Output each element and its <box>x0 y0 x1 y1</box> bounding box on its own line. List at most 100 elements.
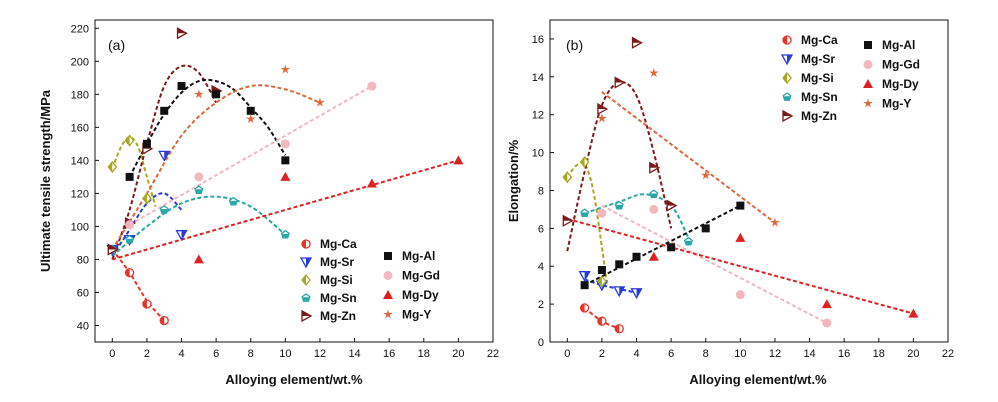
x-tick-label: 16 <box>383 348 395 360</box>
fit-line-mg-gd <box>129 85 373 226</box>
legend-marker-mg-y <box>383 309 393 319</box>
data-point-mg-ca <box>159 315 169 326</box>
fit-lines-b <box>566 81 914 330</box>
fit-line-mg-ca <box>111 248 165 322</box>
legend-item-mg-gd: Mg-Gd <box>383 269 440 283</box>
data-point-mg-al <box>125 172 134 181</box>
data-point-mg-gd <box>649 204 659 214</box>
x-tick-label: 6 <box>668 348 674 360</box>
data-point-mg-al <box>632 252 641 261</box>
legend-marker-mg-si <box>782 71 792 85</box>
legend-label: Mg-Ca <box>801 33 838 47</box>
legend-label: Mg-Sr <box>320 255 354 269</box>
y-tick-label: 160 <box>71 122 89 134</box>
data-point-mg-y <box>770 217 780 227</box>
legend-label: Mg-Al <box>402 249 435 263</box>
y-axis-label-a: Ultimate tensile strength/MPa <box>38 89 53 272</box>
data-point-mg-al <box>281 156 290 165</box>
data-point-mg-y <box>597 113 607 123</box>
y-tick-label: 16 <box>532 34 544 46</box>
data-point-mg-sn <box>649 189 659 199</box>
legend-item-mg-sn: Mg-Sn <box>301 291 357 305</box>
fit-line-mg-gd <box>601 204 828 324</box>
data-point-mg-zn <box>562 214 574 227</box>
legend-label: Mg-Ca <box>320 237 357 251</box>
data-point-mg-y <box>649 68 659 78</box>
x-tick-label: 10 <box>279 348 291 360</box>
axis-ticks-a: 0 2 4 6 8 10 12 14 16 18 20 22 40 60 80 100 120 140 160 180… <box>71 23 499 360</box>
x-axis-label-a: Alloying element/wt.% <box>225 372 363 387</box>
plot-frame-b <box>549 19 949 343</box>
data-point-mg-zn <box>631 36 643 49</box>
data-point-mg-al <box>142 139 151 148</box>
data-point-mg-al <box>701 224 710 233</box>
data-point-mg-al <box>580 281 589 290</box>
fit-line-mg-sr <box>111 192 183 257</box>
legend-item-mg-si: Mg-Si <box>301 273 353 287</box>
x-tick-label: 12 <box>769 348 781 360</box>
data-point-mg-sr <box>158 150 171 162</box>
data-point-mg-si <box>107 160 118 174</box>
y-tick-label: 14 <box>532 72 544 84</box>
data-point-mg-sn <box>194 185 204 194</box>
legend-item-mg-al: Mg-Al <box>864 38 915 52</box>
data-point-mg-zn <box>614 76 626 89</box>
data-point-mg-dy <box>453 155 464 165</box>
data-point-mg-ca <box>124 267 135 278</box>
legend-item-mg-ca: Mg-Ca <box>782 33 838 47</box>
legend-label: Mg-Sn <box>801 90 838 104</box>
data-point-mg-dy <box>648 251 659 261</box>
data-point-mg-sn <box>580 208 590 218</box>
data-point-mg-gd <box>822 318 832 328</box>
data-point-mg-sn <box>683 236 694 246</box>
panel-label-a: (a) <box>108 37 125 53</box>
data-point-mg-ca <box>597 316 607 326</box>
legend-label: Mg-Dy <box>882 77 919 91</box>
x-tick-label: 6 <box>213 348 219 360</box>
legend-label: Mg-Sn <box>320 291 357 305</box>
data-point-mg-al <box>736 201 745 210</box>
data-point-mg-si <box>142 192 152 205</box>
y-tick-label: 200 <box>71 56 89 68</box>
data-point-mg-ca <box>614 324 624 334</box>
legend-item-mg-sr: Mg-Sr <box>780 52 835 66</box>
data-point-mg-sr <box>175 230 188 242</box>
legend-label: Mg-Dy <box>402 288 439 302</box>
legend-marker-mg-dy <box>383 290 393 299</box>
data-point-mg-sr <box>613 286 626 298</box>
data-point-mg-y <box>245 114 256 124</box>
data-point-mg-gd <box>280 139 290 149</box>
chart-panel-b: (b) Alloying element/wt.% Elongation/% 0… <box>506 19 954 387</box>
legend-marker-mg-ca <box>782 35 792 45</box>
y-tick-label: 6 <box>538 223 544 235</box>
data-point-mg-si <box>562 171 573 184</box>
legend-marker-mg-al <box>384 252 392 260</box>
legend-item-mg-sn: Mg-Sn <box>782 90 838 104</box>
fit-line-mg-zn <box>111 64 217 260</box>
y-tick-label: 140 <box>71 155 89 167</box>
fit-line-mg-sn <box>111 195 286 257</box>
legend-item-mg-zn: Mg-Zn <box>782 109 837 123</box>
data-point-mg-al <box>177 82 186 91</box>
legend-label: Mg-Zn <box>801 109 837 123</box>
data-point-mg-gd <box>597 208 607 218</box>
y-axis-label-b: Elongation/% <box>506 139 521 222</box>
data-markers-a <box>106 27 464 326</box>
fit-line-mg-si <box>566 161 609 286</box>
y-tick-label: 220 <box>71 23 89 35</box>
legend-marker-mg-sr <box>780 54 794 66</box>
legend-label: Mg-Sr <box>801 52 835 66</box>
data-point-mg-y <box>315 97 325 107</box>
legend-item-mg-ca: Mg-Ca <box>301 237 357 251</box>
legend-label: Mg-Zn <box>320 309 356 323</box>
data-point-mg-al <box>615 260 624 269</box>
y-tick-label: 60 <box>77 287 89 299</box>
legend-marker-mg-zn <box>301 309 313 323</box>
data-point-mg-sn <box>125 234 135 244</box>
legend-marker-mg-al <box>864 41 872 49</box>
legend-label: Mg-Y <box>402 308 431 322</box>
data-point-mg-dy <box>193 254 204 264</box>
data-point-mg-si <box>579 156 590 169</box>
legend-label: Mg-Al <box>882 38 915 52</box>
